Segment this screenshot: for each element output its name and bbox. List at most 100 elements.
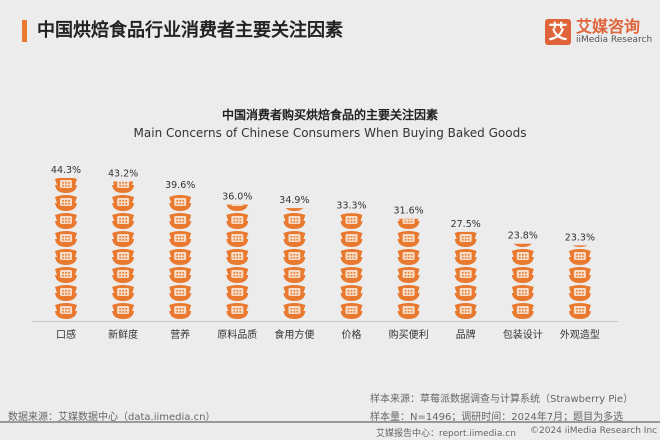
bread-icon: [169, 231, 192, 247]
bread-icon: [226, 249, 249, 265]
logo: 艾 艾媒咨询 iiMedia Research: [545, 18, 652, 45]
bread-icon: [340, 303, 363, 319]
category-label: 口感: [56, 328, 76, 341]
bread-icon: [397, 249, 420, 265]
data-label: 36.0%: [222, 192, 252, 203]
bar-食用方便: [283, 208, 306, 319]
bar-新鲜度: [112, 181, 135, 319]
copyright: ©2024 iiMedia Research Inc: [530, 426, 658, 436]
data-label: 39.6%: [165, 180, 195, 191]
bread-icon: [511, 249, 534, 265]
logo-name-cn: 艾媒咨询: [576, 17, 641, 36]
divider: [0, 421, 660, 423]
bread-icon: [397, 231, 420, 247]
category-label: 新鲜度: [108, 328, 138, 341]
bread-icon: [55, 213, 77, 229]
bread-icon: [169, 267, 192, 283]
bread-icon: [169, 285, 192, 301]
bread-icon: [55, 285, 77, 301]
bread-icon: [283, 267, 306, 283]
bread-icon: [226, 204, 248, 211]
sample-source: 样本来源：草莓派数据调查与计算系统（Strawberry Pie）: [370, 394, 634, 405]
data-label: 23.3%: [565, 232, 595, 243]
bread-icon: [112, 249, 135, 265]
bread-icon: [283, 285, 306, 301]
bread-icon: [568, 285, 591, 301]
bread-icon: [112, 181, 135, 193]
bread-icon: [397, 218, 420, 229]
bread-icon: [454, 267, 477, 283]
data-label: 23.8%: [508, 231, 538, 242]
bar-品牌: [454, 231, 477, 319]
category-label: 外观造型: [560, 328, 600, 341]
bread-icon: [283, 249, 306, 265]
data-label: 44.3%: [51, 165, 81, 176]
bread-icon: [55, 195, 77, 211]
bread-icon: [226, 231, 249, 247]
bar-包装设计: [511, 243, 534, 319]
bread-icon: [513, 243, 532, 247]
bread-icon: [285, 208, 304, 211]
bar-价格: [340, 213, 363, 319]
bread-icon: [112, 303, 135, 319]
category-label: 价格: [342, 328, 362, 341]
bread-icon: [454, 303, 477, 319]
data-label: 33.3%: [336, 200, 366, 211]
category-label: 购买便利: [389, 328, 429, 341]
category-label: 原料品质: [217, 328, 257, 341]
bread-icon: [511, 303, 534, 319]
bread-icon: [454, 231, 477, 247]
bread-icon: [397, 267, 420, 283]
bread-icon: [454, 249, 477, 265]
bread-icon: [55, 267, 77, 283]
bread-icon: [340, 213, 363, 229]
bread-icon: [568, 303, 591, 319]
logo-mark: 艾: [545, 18, 571, 45]
bread-icon: [340, 249, 363, 265]
bread-icon: [55, 231, 77, 247]
bread-icon: [283, 213, 306, 229]
bread-icon: [112, 285, 135, 301]
bread-icon: [511, 285, 534, 301]
bar-口感: [55, 178, 77, 319]
bread-icon: [397, 285, 420, 301]
bread-icon: [568, 267, 591, 283]
bread-icon: [169, 249, 192, 265]
report-center: 艾媒报告中心：report.iimedia.cn: [376, 429, 516, 439]
bread-icon: [169, 303, 192, 319]
bread-icon: [55, 303, 77, 319]
bar-外观造型: [568, 245, 591, 319]
data-source: 数据来源：艾媒数据中心（data.iimedia.cn）: [8, 412, 216, 423]
page-title: 中国烘焙食品行业消费者主要关注因素: [22, 20, 343, 42]
bread-icon: [55, 178, 77, 193]
x-axis-line: [32, 321, 618, 322]
chart-subtitle: Main Concerns of Chinese Consumers When …: [133, 126, 527, 140]
category-label: 食用方便: [274, 328, 314, 341]
bread-icon: [169, 195, 192, 211]
bread-icon: [55, 249, 77, 265]
bread-icon: [397, 303, 420, 319]
logo-name-en: iiMedia Research: [576, 35, 653, 45]
bread-icon: [226, 213, 249, 229]
bread-icon: [112, 267, 135, 283]
bread-icon: [340, 285, 363, 301]
chart-title: 中国消费者购买烘焙食品的主要关注因素: [221, 108, 438, 122]
bread-icon: [283, 231, 306, 247]
data-label: 31.6%: [394, 206, 424, 217]
category-label: 营养: [170, 328, 190, 341]
sample-size: 样本量：N=1496；调研时间：2024年7月；题目为多选: [370, 412, 624, 423]
bread-icon: [226, 267, 249, 283]
bread-icon: [340, 231, 363, 247]
bread-icon: [454, 285, 477, 301]
bread-icon: [226, 285, 249, 301]
bread-icon: [283, 303, 306, 319]
data-label: 43.2%: [108, 169, 138, 180]
bread-icon: [568, 249, 591, 265]
bread-icon: [169, 213, 192, 229]
bar-营养: [169, 195, 192, 319]
data-label: 34.9%: [279, 195, 309, 206]
bread-icon: [112, 213, 135, 229]
category-label: 品牌: [456, 328, 476, 341]
bread-icon: [572, 245, 588, 247]
